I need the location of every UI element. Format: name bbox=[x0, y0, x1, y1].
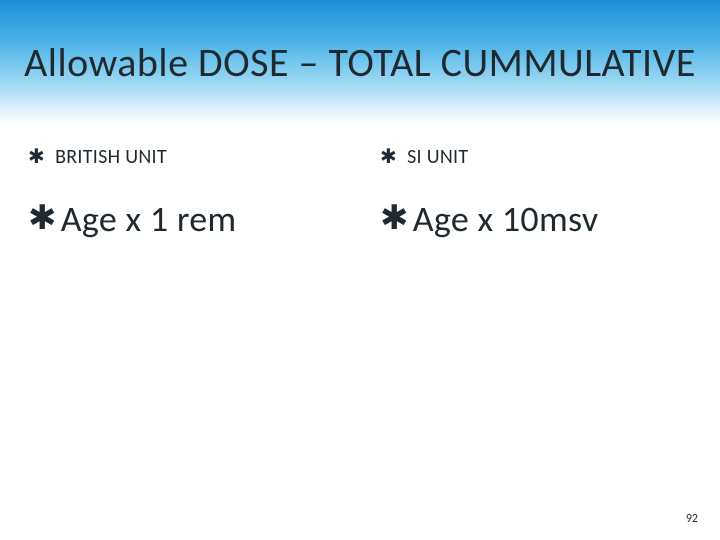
left-heading-row: ✱ BRITISH UNIT bbox=[28, 145, 350, 169]
right-value: Age x 10msv bbox=[413, 197, 599, 241]
left-value: Age x 1 rem bbox=[61, 197, 237, 241]
title-band: Allowable DOSE – TOTAL CUMMULATIVE bbox=[0, 0, 720, 126]
left-value-row: ✱ Age x 1 rem bbox=[28, 197, 350, 241]
slide-title: Allowable DOSE – TOTAL CUMMULATIVE bbox=[24, 40, 696, 86]
content-area: ✱ BRITISH UNIT ✱ Age x 1 rem ✱ SI UNIT ✱… bbox=[0, 145, 720, 241]
page-number: 92 bbox=[686, 512, 698, 526]
left-column: ✱ BRITISH UNIT ✱ Age x 1 rem bbox=[0, 145, 360, 241]
asterisk-icon: ✱ bbox=[28, 147, 45, 167]
asterisk-icon: ✱ bbox=[380, 202, 409, 236]
right-column: ✱ SI UNIT ✱ Age x 10msv bbox=[360, 145, 720, 241]
right-value-row: ✱ Age x 10msv bbox=[380, 197, 710, 241]
left-heading: BRITISH UNIT bbox=[55, 145, 167, 169]
slide: Allowable DOSE – TOTAL CUMMULATIVE ✱ BRI… bbox=[0, 0, 720, 540]
right-heading: SI UNIT bbox=[407, 145, 468, 169]
right-heading-row: ✱ SI UNIT bbox=[380, 145, 710, 169]
asterisk-icon: ✱ bbox=[380, 147, 397, 167]
asterisk-icon: ✱ bbox=[28, 202, 57, 236]
